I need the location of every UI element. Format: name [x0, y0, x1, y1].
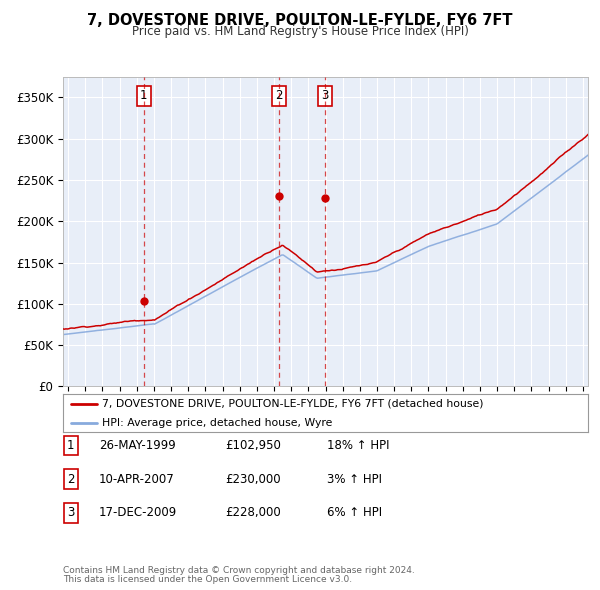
- Text: 18% ↑ HPI: 18% ↑ HPI: [327, 439, 389, 452]
- Text: 3% ↑ HPI: 3% ↑ HPI: [327, 473, 382, 486]
- Text: £228,000: £228,000: [225, 506, 281, 519]
- Text: This data is licensed under the Open Government Licence v3.0.: This data is licensed under the Open Gov…: [63, 575, 352, 584]
- Text: 7, DOVESTONE DRIVE, POULTON-LE-FYLDE, FY6 7FT: 7, DOVESTONE DRIVE, POULTON-LE-FYLDE, FY…: [87, 13, 513, 28]
- Text: 10-APR-2007: 10-APR-2007: [99, 473, 175, 486]
- Text: HPI: Average price, detached house, Wyre: HPI: Average price, detached house, Wyre: [103, 418, 333, 428]
- Text: Price paid vs. HM Land Registry's House Price Index (HPI): Price paid vs. HM Land Registry's House …: [131, 25, 469, 38]
- Text: 3: 3: [67, 506, 74, 519]
- Text: 1: 1: [140, 89, 148, 102]
- Text: Contains HM Land Registry data © Crown copyright and database right 2024.: Contains HM Land Registry data © Crown c…: [63, 566, 415, 575]
- Text: £230,000: £230,000: [225, 473, 281, 486]
- Text: 1: 1: [67, 439, 74, 452]
- Text: 26-MAY-1999: 26-MAY-1999: [99, 439, 176, 452]
- Text: 17-DEC-2009: 17-DEC-2009: [99, 506, 177, 519]
- Text: £102,950: £102,950: [225, 439, 281, 452]
- Text: 3: 3: [321, 89, 329, 102]
- Text: 7, DOVESTONE DRIVE, POULTON-LE-FYLDE, FY6 7FT (detached house): 7, DOVESTONE DRIVE, POULTON-LE-FYLDE, FY…: [103, 399, 484, 409]
- Text: 2: 2: [67, 473, 74, 486]
- Text: 2: 2: [275, 89, 283, 102]
- Text: 6% ↑ HPI: 6% ↑ HPI: [327, 506, 382, 519]
